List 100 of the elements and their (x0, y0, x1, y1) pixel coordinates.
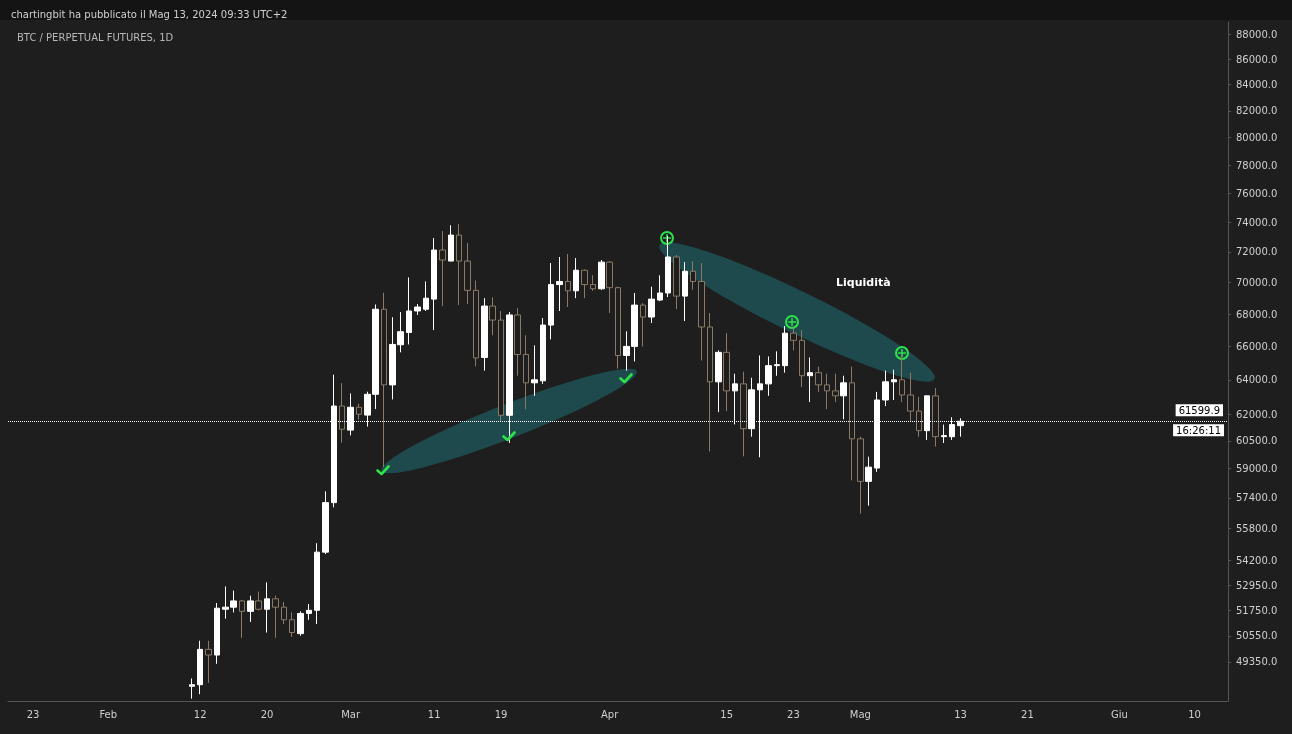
candlestick (782, 325, 788, 374)
candlestick (807, 356, 813, 403)
x-tick-label: Mar (341, 708, 361, 720)
ref-line-label: 61599.9 (1178, 404, 1220, 416)
y-tick-label: 55800.0 (1236, 523, 1278, 535)
candlestick (865, 456, 872, 507)
x-tick-label: 23 (26, 708, 40, 720)
candlestick (857, 436, 864, 515)
candlestick (431, 237, 437, 331)
candlestick (540, 317, 546, 385)
candlestick (189, 677, 195, 700)
x-tick-label: 11 (427, 708, 441, 720)
candlestick (548, 262, 554, 340)
y-tick-label: 86000.0 (1236, 53, 1278, 65)
candlestick (673, 254, 680, 310)
candlestick (832, 373, 839, 403)
y-tick-label: 49350.0 (1236, 656, 1278, 668)
candlestick (439, 230, 446, 307)
candlestick (799, 329, 805, 388)
y-tick-label: 62000.0 (1236, 408, 1278, 420)
y-tick-label: 68000.0 (1236, 308, 1278, 320)
y-tick-label: 84000.0 (1236, 79, 1278, 91)
candlestick (840, 375, 847, 420)
candlestick (556, 256, 563, 312)
y-tick-label: 57400.0 (1236, 492, 1278, 504)
candlestick (306, 603, 312, 621)
candlestick (264, 581, 270, 634)
candlestick (322, 490, 329, 555)
annotation: Liquidità (836, 276, 891, 289)
y-tick-label: 66000.0 (1236, 340, 1278, 352)
x-tick-label: 20 (260, 708, 274, 720)
text: BTC / PERPETUAL FUTURES, 1D (17, 31, 174, 43)
candlestick (297, 610, 304, 637)
candlestick (790, 325, 797, 351)
candlestick (916, 396, 922, 438)
candlestick (765, 355, 772, 397)
candlestick (932, 387, 939, 448)
candlestick (255, 591, 262, 611)
y-tick-label: 54200.0 (1236, 554, 1278, 566)
candlestick (281, 601, 287, 625)
candlestick (707, 312, 713, 452)
candlestick (657, 274, 663, 302)
candlestick (941, 424, 947, 444)
x-tick-label: Mag (849, 708, 871, 720)
candlestick (573, 257, 579, 299)
candlestick (247, 595, 254, 623)
candlestick (481, 297, 488, 372)
candlestick (723, 332, 730, 412)
y-tick-label: 52950.0 (1236, 579, 1278, 591)
candlestick (824, 373, 830, 410)
y-tick-label: 60500.0 (1236, 435, 1278, 447)
candlestick (289, 611, 295, 638)
candlestick (774, 350, 780, 377)
annotation: 16:26:11 (1176, 424, 1222, 436)
candlestick (448, 224, 454, 262)
y-tick-label: 59000.0 (1236, 462, 1278, 474)
candlestick (456, 223, 462, 306)
candlestick (339, 382, 345, 444)
candlestick (414, 303, 421, 316)
x-tick-label: Feb (99, 708, 118, 720)
candlestick (648, 286, 655, 324)
x-tick-label: 23 (787, 708, 800, 720)
candlestick (464, 242, 471, 305)
y-tick-label: 50550.0 (1236, 630, 1278, 642)
x-tick-label: Giu (1110, 708, 1128, 720)
y-tick-label: 64000.0 (1236, 374, 1278, 386)
candlestick (606, 260, 613, 314)
candlestick (715, 349, 722, 413)
y-tick-label: 70000.0 (1236, 277, 1278, 289)
candlestick (205, 640, 212, 684)
candlestick (698, 262, 705, 361)
candlestick (598, 259, 605, 291)
y-tick-label: 51750.0 (1236, 604, 1278, 616)
y-tick-label: 78000.0 (1236, 159, 1278, 171)
candlestick (690, 260, 696, 291)
candlestick (907, 372, 914, 422)
candlestick (214, 602, 220, 665)
x-tick-label: 19 (494, 708, 508, 720)
x-tick-label: 13 (954, 708, 967, 720)
candlestick (381, 292, 387, 468)
candlestick (272, 595, 279, 639)
y-tick-label: 80000.0 (1236, 132, 1278, 144)
y-tick-label: 74000.0 (1236, 216, 1278, 228)
candlestick (523, 334, 529, 410)
candlestick (581, 268, 588, 299)
candlestick (891, 369, 897, 401)
candlestick (239, 599, 245, 639)
y-tick-label: 72000.0 (1236, 246, 1278, 258)
x-tick-label: Apr (600, 708, 620, 720)
candlestick (498, 310, 504, 422)
candlestick (473, 280, 479, 367)
candlestick (740, 371, 747, 457)
y-tick-label: 82000.0 (1236, 105, 1278, 117)
candlestick (640, 302, 646, 347)
y-tick-label: 88000.0 (1236, 28, 1278, 40)
x-tick-label: 10 (1188, 708, 1201, 720)
candlestick (314, 542, 320, 625)
candlestick (423, 280, 429, 312)
x-tick-label: 21 (1021, 708, 1034, 720)
candlestick (565, 253, 571, 308)
